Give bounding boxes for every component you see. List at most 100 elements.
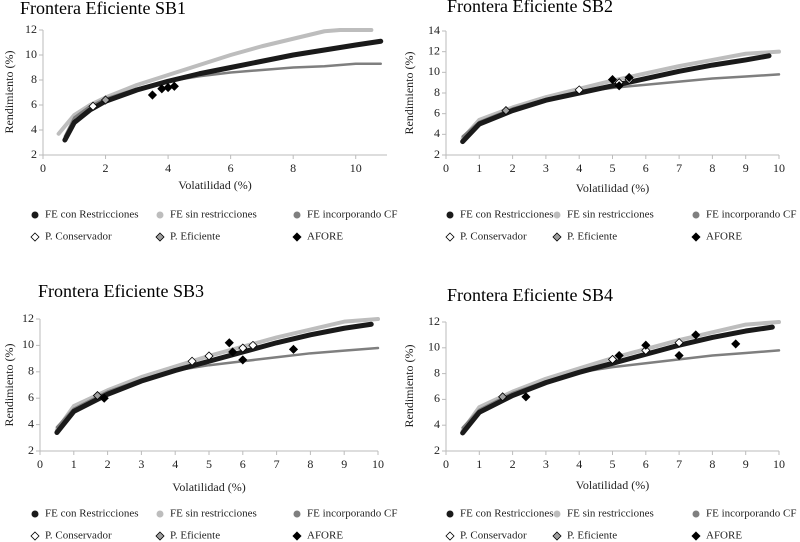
- portfolio-point: [204, 351, 214, 361]
- x-tick-label: 0: [443, 457, 449, 471]
- y-tick-label: 4: [28, 416, 34, 430]
- y-tick-label: 8: [31, 72, 37, 86]
- x-tick-label: 1: [71, 457, 77, 471]
- legend-label: P. Eficiente: [567, 530, 617, 542]
- x-tick-label: 8: [709, 457, 715, 471]
- x-tick-label: 2: [510, 161, 516, 175]
- y-tick-label: 2: [31, 147, 37, 161]
- legend-marker: [445, 531, 455, 541]
- legend-label: P. Eficiente: [567, 231, 617, 243]
- x-tick-label: 6: [240, 457, 246, 471]
- frontier-line: [460, 49, 781, 141]
- x-tick-label: 4: [576, 161, 582, 175]
- frontier-line: [460, 53, 772, 145]
- x-tick-label: 8: [290, 161, 296, 175]
- x-tick-label: 0: [37, 457, 43, 471]
- y-tick-label: 10: [428, 340, 440, 354]
- portfolio-point: [147, 90, 158, 100]
- legend-label: FE incorporando CF: [307, 209, 397, 221]
- legend-label: AFORE: [307, 231, 343, 243]
- legend-label: P. Conservador: [460, 231, 527, 243]
- x-tick-label: 4: [576, 457, 582, 471]
- y-tick-label: 10: [25, 47, 37, 61]
- x-axis-label: Volatilidad (%): [178, 178, 251, 192]
- legend-marker: [692, 211, 700, 219]
- y-tick-label: 8: [434, 365, 440, 379]
- legend-marker: [292, 232, 302, 242]
- x-tick-label: 9: [743, 161, 749, 175]
- legend-label: AFORE: [307, 530, 343, 542]
- legend-marker: [445, 232, 455, 242]
- x-axis-label: Volatilidad (%): [576, 181, 649, 195]
- frontier-line: [54, 321, 374, 436]
- x-tick-label: 3: [543, 161, 549, 175]
- portfolio-point: [607, 354, 618, 364]
- portfolio-point: [501, 106, 511, 116]
- x-tick-label: 8: [307, 457, 313, 471]
- frontier-line: [62, 38, 384, 143]
- y-axis-label: Rendimiento (%): [2, 344, 16, 427]
- legend-marker: [446, 510, 454, 518]
- legend-marker: [293, 510, 301, 518]
- y-tick-label: 12: [428, 314, 440, 328]
- x-tick-label: 9: [341, 457, 347, 471]
- legend-label: FE sin restricciones: [567, 209, 654, 221]
- y-axis-label: Rendimiento (%): [2, 51, 16, 134]
- legend-label: AFORE: [706, 231, 742, 243]
- portfolio-point: [641, 340, 651, 350]
- legend-label: FE incorporando CF: [706, 508, 796, 520]
- x-tick-label: 7: [676, 457, 682, 471]
- x-tick-label: 1: [476, 457, 482, 471]
- legend-label: FE con Restricciones: [45, 209, 138, 221]
- y-tick-label: 6: [28, 390, 34, 404]
- portfolio-point: [163, 82, 173, 93]
- x-tick-label: 3: [138, 457, 144, 471]
- legend-marker: [446, 211, 454, 219]
- y-tick-label: 4: [31, 122, 37, 136]
- x-tick-label: 4: [165, 161, 171, 175]
- legend-label: FE sin restricciones: [170, 209, 257, 221]
- legend-marker: [292, 531, 302, 541]
- y-tick-label: 6: [31, 97, 37, 111]
- portfolio-point: [224, 338, 234, 348]
- x-tick-label: 0: [40, 161, 46, 175]
- frontier-line: [54, 317, 380, 432]
- legend-label: FE sin restricciones: [567, 508, 654, 520]
- x-tick-label: 2: [510, 457, 516, 471]
- portfolio-point: [248, 340, 258, 350]
- x-tick-label: 10: [350, 161, 362, 175]
- y-tick-label: 10: [428, 64, 440, 78]
- x-tick-label: 2: [103, 161, 109, 175]
- x-tick-label: 1: [476, 161, 482, 175]
- y-tick-label: 12: [22, 311, 34, 325]
- portfolio-point: [674, 338, 684, 348]
- portfolio-point: [521, 392, 531, 402]
- portfolio-point: [674, 350, 684, 361]
- portfolio-point: [169, 81, 179, 91]
- portfolio-point: [288, 344, 299, 354]
- x-tick-label: 0: [443, 161, 449, 175]
- y-tick-label: 10: [22, 337, 34, 351]
- x-tick-label: 8: [709, 161, 715, 175]
- legend-label: P. Conservador: [460, 530, 527, 542]
- y-tick-label: 2: [28, 443, 34, 457]
- legend-label: P. Eficiente: [170, 231, 220, 243]
- x-tick-label: 5: [610, 161, 616, 175]
- legend-marker: [691, 232, 701, 242]
- y-axis-label: Rendimiento (%): [402, 52, 416, 135]
- legend-marker: [156, 211, 164, 219]
- portfolio-point: [238, 343, 248, 353]
- x-axis-label: Volatilidad (%): [172, 480, 245, 494]
- y-tick-label: 8: [434, 85, 440, 99]
- legend-label: FE sin restricciones: [170, 508, 257, 520]
- portfolio-point: [614, 350, 624, 361]
- portfolio-point: [238, 355, 248, 365]
- portfolio-point: [100, 95, 111, 105]
- y-tick-label: 2: [434, 147, 440, 161]
- x-tick-label: 10: [773, 457, 785, 471]
- legend-marker: [552, 232, 562, 242]
- legend-label: FE con Restricciones: [460, 508, 553, 520]
- portfolio-point: [691, 330, 701, 340]
- legend-marker: [692, 510, 700, 518]
